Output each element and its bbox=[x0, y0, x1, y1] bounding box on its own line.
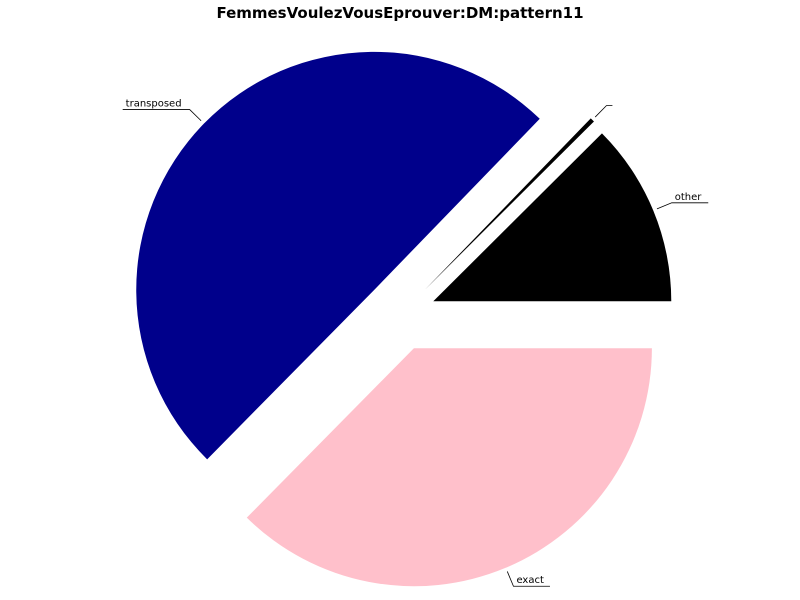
pie-slice-other bbox=[433, 133, 672, 302]
leader-line-exact bbox=[506, 571, 550, 587]
leader-line-unlabeled-1 bbox=[594, 105, 613, 118]
slice-label-exact: exact bbox=[516, 575, 544, 586]
slice-label-transposed: transposed bbox=[126, 99, 182, 110]
pie-slices bbox=[136, 51, 672, 587]
pie-slice-unlabeled-1 bbox=[425, 118, 594, 290]
chart-title: FemmesVoulezVousEprouver:DM:pattern11 bbox=[216, 4, 584, 22]
pie-labels: other transposed exact bbox=[122, 99, 709, 587]
pie-slice-transposed bbox=[136, 51, 540, 460]
leader-line-other bbox=[656, 202, 709, 210]
leader-line-transposed bbox=[122, 109, 202, 122]
pie-slice-exact bbox=[246, 348, 652, 587]
slice-label-other: other bbox=[675, 192, 703, 203]
